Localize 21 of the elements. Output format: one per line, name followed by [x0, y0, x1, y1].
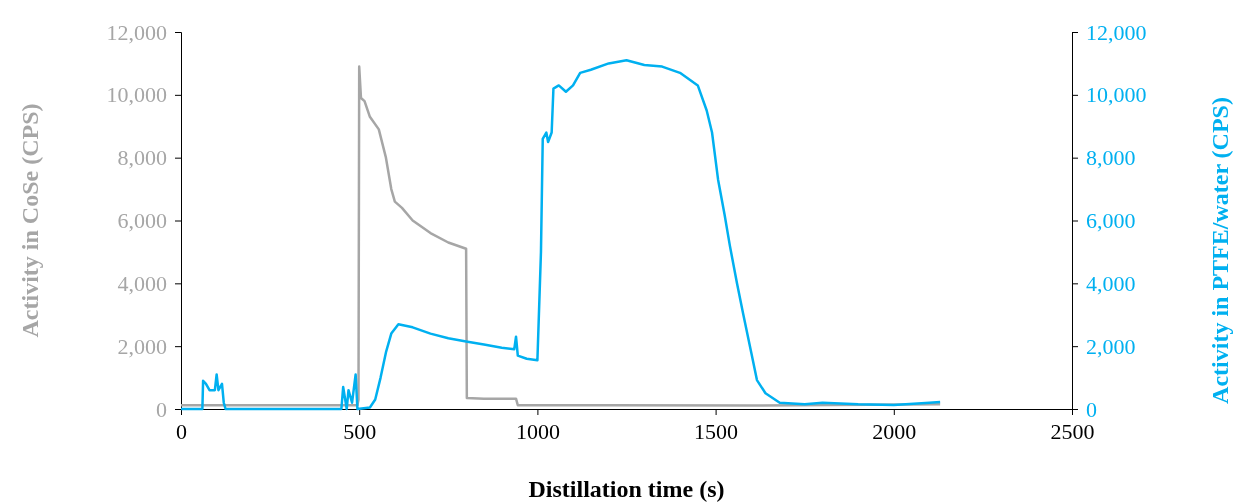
x-tick-label: 1000 — [515, 418, 560, 444]
y2-tick-label: 6,000 — [1086, 208, 1136, 234]
y-tick-label: 12,000 — [106, 19, 167, 45]
x-tick-label: 1500 — [694, 418, 739, 444]
y2-axis-title: Activity in PTFE/water (CPS) — [1207, 97, 1233, 404]
y2-tick-label: 2,000 — [1086, 333, 1136, 359]
y-tick-label: 8,000 — [117, 145, 167, 171]
x-tick-label: 0 — [176, 418, 187, 444]
x-tick-label: 2000 — [872, 418, 917, 444]
y-tick-label: 6,000 — [117, 208, 167, 234]
y-tick-label: 10,000 — [106, 82, 167, 108]
y2-tick-label: 12,000 — [1086, 19, 1147, 45]
y-axis-title: Activity in CoSe (CPS) — [17, 103, 43, 338]
y2-tick-label: 10,000 — [1086, 82, 1147, 108]
y-tick-label: 2,000 — [117, 333, 167, 359]
y-tick-label: 4,000 — [117, 270, 167, 296]
x-tick-label: 500 — [343, 418, 377, 444]
y2-tick-label: 8,000 — [1086, 145, 1136, 171]
x-axis-title: Distillation time (s) — [528, 476, 725, 502]
y2-tick-label: 4,000 — [1086, 270, 1136, 296]
y-tick-label: 0 — [156, 396, 167, 422]
